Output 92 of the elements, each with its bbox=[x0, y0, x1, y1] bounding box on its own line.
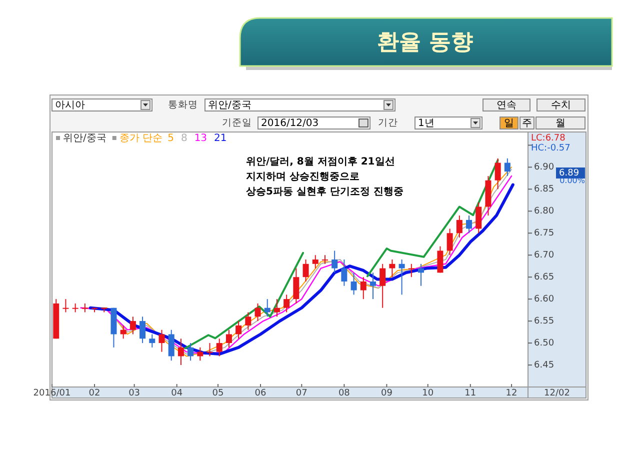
text: 통화명 bbox=[168, 100, 198, 111]
text: 수치 bbox=[551, 100, 571, 112]
x-tick-label: 10 bbox=[422, 388, 434, 398]
candlestick bbox=[398, 259, 405, 296]
text: 위안/중국 bbox=[208, 100, 252, 112]
text: 2016/12/03 bbox=[261, 118, 319, 130]
text: 6.89 bbox=[559, 168, 580, 178]
annotation: 위안/달러, 8월 저점이후 21일선 bbox=[246, 156, 395, 168]
text: 아시아 bbox=[55, 100, 85, 112]
candlestick bbox=[188, 342, 194, 362]
text: 21 bbox=[214, 133, 227, 144]
text: LC:6.78 bbox=[531, 133, 566, 144]
candlestick bbox=[312, 254, 318, 269]
y-tick-label: 6.65 bbox=[534, 272, 554, 283]
text: 연속 bbox=[496, 100, 516, 112]
candlestick bbox=[206, 342, 213, 357]
x-tick-label: 11 bbox=[464, 388, 476, 398]
candlestick bbox=[456, 215, 462, 238]
line-series bbox=[184, 252, 304, 350]
candlestick bbox=[245, 312, 252, 330]
candlestick bbox=[274, 298, 280, 318]
text: 13 bbox=[194, 133, 208, 144]
y-tick-label: 6.75 bbox=[534, 228, 554, 239]
x-tick-label: 05 bbox=[212, 388, 224, 398]
x-tick-label: 03 bbox=[128, 388, 140, 398]
candlestick bbox=[293, 268, 300, 304]
candlestick bbox=[389, 259, 396, 278]
candlestick bbox=[360, 276, 366, 300]
candlestick bbox=[370, 272, 376, 300]
text: 1년 bbox=[418, 118, 434, 130]
candlestick bbox=[178, 338, 184, 366]
candlestick bbox=[437, 246, 444, 274]
candlestick bbox=[446, 228, 453, 256]
text: 주 bbox=[522, 118, 532, 130]
candlestick bbox=[216, 338, 222, 357]
text: 월 bbox=[556, 118, 566, 130]
candlestick bbox=[284, 294, 290, 313]
candlestick bbox=[350, 272, 357, 296]
y-tick-label: 6.70 bbox=[534, 250, 554, 261]
x-tick-label: 09 bbox=[380, 388, 393, 398]
candlestick bbox=[120, 324, 126, 340]
x-tick-label: 07 bbox=[296, 388, 308, 398]
text: 일 bbox=[504, 118, 514, 130]
annotation: 상승5파동 실현후 단기조정 진행중 bbox=[246, 186, 404, 198]
text: HC:-0.57 bbox=[531, 143, 570, 154]
candlestick bbox=[380, 263, 386, 308]
x-tick-label: 2016/01 bbox=[33, 388, 71, 398]
candlestick bbox=[62, 298, 69, 313]
candlestick bbox=[476, 202, 482, 234]
candlestick bbox=[158, 329, 165, 352]
x-tick-label: 02 bbox=[88, 388, 100, 398]
candlestick bbox=[466, 215, 472, 234]
candlestick bbox=[226, 329, 232, 348]
candlestick bbox=[130, 316, 136, 335]
candlestick bbox=[322, 254, 328, 264]
y-tick-label: 6.85 bbox=[534, 184, 554, 195]
candlestick bbox=[504, 158, 510, 176]
y-tick-label: 6.60 bbox=[534, 294, 554, 305]
candlestick bbox=[236, 320, 242, 340]
candlestick bbox=[341, 259, 348, 286]
candlestick bbox=[140, 316, 146, 344]
text: 12/02 bbox=[544, 388, 570, 398]
candlestick bbox=[418, 263, 424, 286]
candlestick bbox=[72, 302, 78, 313]
x-tick-label: 04 bbox=[171, 388, 183, 398]
y-tick-label: 6.45 bbox=[534, 360, 554, 370]
text: 5 bbox=[168, 133, 174, 144]
text: 기간 bbox=[378, 118, 398, 129]
annotation: 위안/중국 bbox=[63, 133, 106, 144]
candlestick bbox=[494, 158, 501, 190]
candlestick bbox=[254, 302, 261, 322]
x-tick-label: 08 bbox=[338, 388, 350, 398]
candlestick bbox=[264, 298, 270, 318]
y-tick-label: 6.80 bbox=[534, 206, 554, 217]
text: 0.00% bbox=[560, 176, 586, 186]
candlestick bbox=[197, 346, 204, 362]
candlestick bbox=[82, 302, 88, 313]
legend-title: 종가 단순 bbox=[119, 133, 163, 144]
text: 8 bbox=[180, 133, 188, 144]
y-tick-label: 6.55 bbox=[534, 316, 554, 327]
candlestick bbox=[149, 334, 156, 348]
x-tick-label: 12 bbox=[506, 388, 518, 398]
annotation: 지지하며 상승진행중으로 bbox=[246, 172, 360, 183]
candlestick bbox=[332, 250, 338, 274]
candlestick bbox=[408, 263, 414, 278]
text: 기준일 bbox=[222, 118, 252, 129]
y-tick-label: 6.90 bbox=[534, 162, 554, 173]
chart-title: 환율 동향 bbox=[377, 30, 473, 56]
candlestick bbox=[302, 259, 309, 282]
candlestick bbox=[168, 329, 174, 362]
y-tick-label: 6.50 bbox=[534, 338, 554, 349]
x-tick-label: 06 bbox=[254, 388, 267, 398]
